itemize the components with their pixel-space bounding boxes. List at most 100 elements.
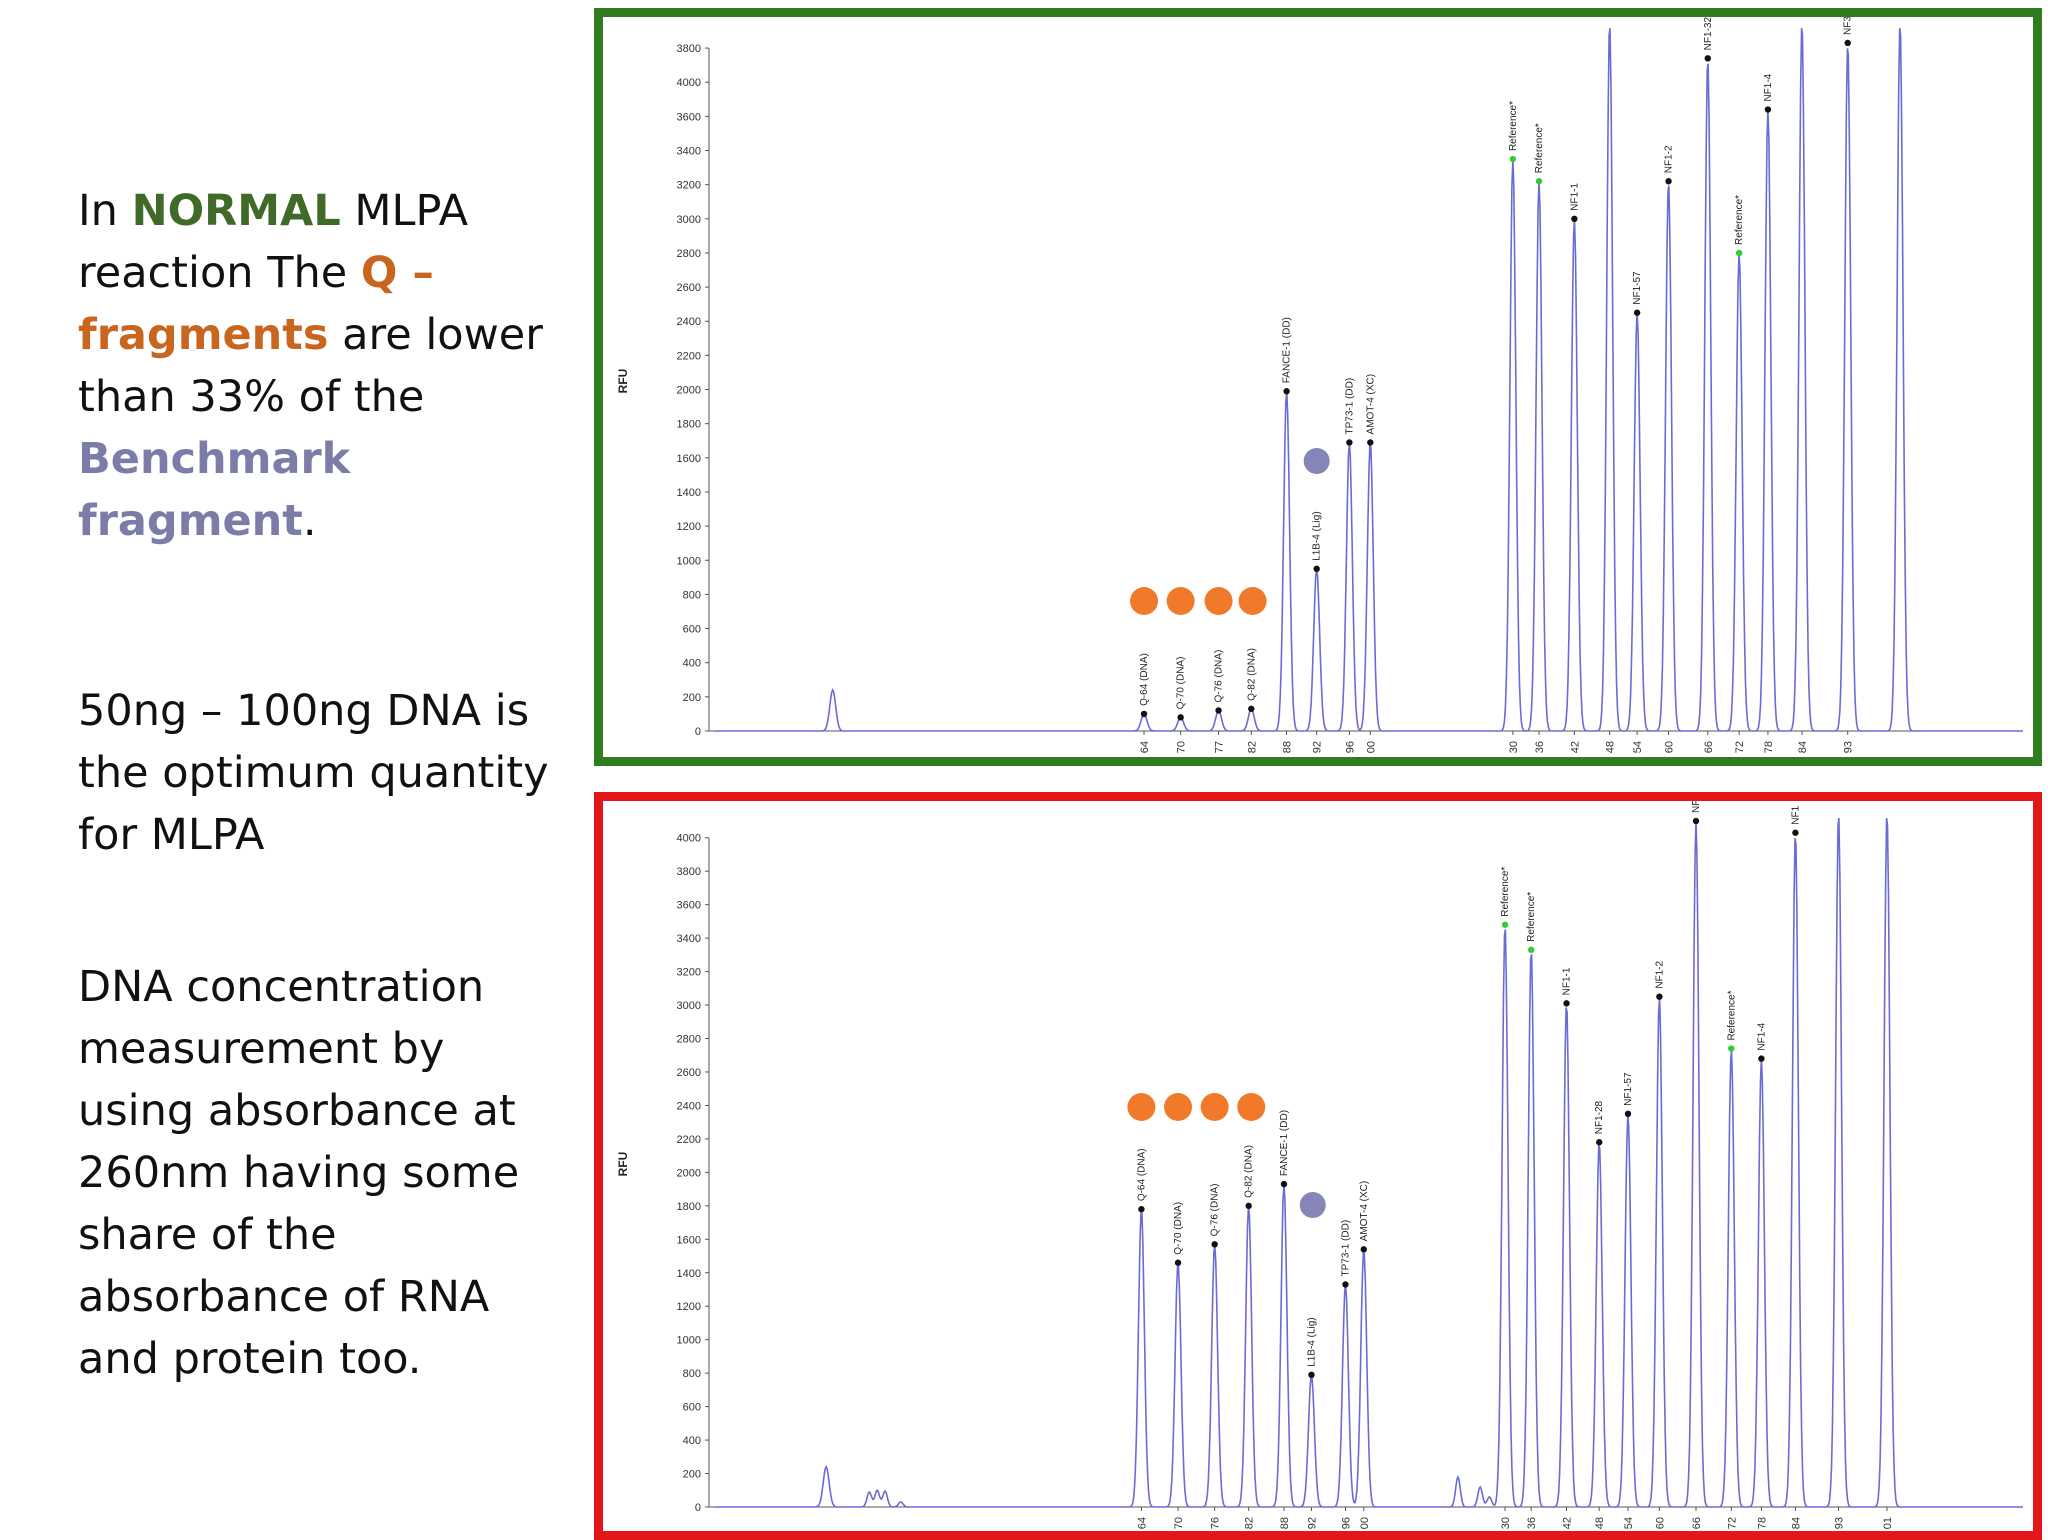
peak-label: Reference*: [1508, 101, 1519, 151]
peak: NF1-2: [1664, 145, 1675, 185]
y-tick-label: 2600: [677, 1067, 701, 1079]
y-tick-label: 1800: [677, 419, 701, 431]
peak-marker: [1571, 215, 1578, 223]
p1-text-b: MLPA reaction The: [78, 186, 469, 298]
x-tick-label: 78: [1763, 741, 1775, 753]
peak-label: Reference*: [1500, 867, 1511, 917]
peak-label: Reference*: [1734, 195, 1745, 245]
normal-chart-panel: 0 200 400 600 800 1000 1200 1400 1600 1800 2000 220…: [594, 8, 2042, 766]
x-tick-label: 88: [1279, 1517, 1291, 1529]
peak: Reference*: [1726, 990, 1737, 1052]
x-tick-label: 92: [1306, 1517, 1318, 1529]
x-tick-label: 84: [1790, 1517, 1802, 1529]
peak-label: NF1-57: [1623, 1072, 1634, 1106]
x-tick-label: 78: [1756, 1517, 1768, 1529]
x-tick-label: 01: [1882, 1517, 1894, 1529]
peak-label: NF1-1: [1562, 967, 1573, 995]
p1-text-a: In: [78, 186, 132, 236]
peak-label: FANCE-1 (DD): [1279, 1110, 1290, 1176]
x-tick-label: 66: [1703, 741, 1715, 753]
benchmark-dot: [1303, 448, 1330, 474]
peak: Q-82 (DNA): [1246, 648, 1257, 713]
abnormal-mlpa-chart: 0 200 400 600 800 1000 1200 1400 1600 1800 2000 220…: [616, 801, 2023, 1529]
x-tick-label: 66: [1691, 1517, 1703, 1529]
peak-label: L1B-4 (Lig): [1312, 511, 1323, 560]
peak: TP73-1 (DD): [1344, 378, 1355, 446]
peak-label: Q-82 (DNA): [1246, 648, 1257, 701]
y-tick-label: 1400: [677, 487, 701, 499]
peak-marker: [1211, 1241, 1218, 1248]
x-tick-label: 88: [1282, 741, 1294, 753]
peak-label: Reference*: [1726, 990, 1737, 1040]
trace-line: [715, 817, 2023, 1508]
x-tick-label: 82: [1244, 1517, 1256, 1529]
peak-label: NF3: [1843, 17, 1854, 35]
y-tick-label: 2800: [677, 248, 701, 260]
y-tick-label: 3200: [677, 180, 701, 192]
peak: NF1-32: [1703, 17, 1714, 62]
x-tick-label: 36: [1526, 1517, 1538, 1529]
benchmark-dot: [1299, 1192, 1326, 1218]
peak-label: Q-76 (DNA): [1214, 650, 1225, 703]
y-tick-label: 2200: [677, 350, 701, 362]
peak-marker: [1692, 817, 1700, 825]
peak-marker: [1728, 1045, 1735, 1052]
y-tick-label: 800: [683, 589, 701, 601]
y-tick-label: 400: [683, 658, 701, 670]
peak-marker: [1283, 388, 1290, 395]
y-tick-label: 1000: [677, 1335, 701, 1347]
abnormal-chart-panel: 0 200 400 600 800 1000 1200 1400 1600 1800 2000 220…: [594, 792, 2042, 1540]
y-tick-label: 3000: [677, 214, 701, 226]
normal-highlight: NORMAL: [131, 186, 341, 236]
peak-label: NF: [1691, 801, 1702, 813]
y-axis-label: RFU: [616, 369, 630, 394]
peak-marker: [1342, 1281, 1349, 1288]
q-fragments-highlight: Q – fragments: [78, 248, 434, 360]
peak: Reference*: [1526, 892, 1537, 954]
y-tick-label: 2200: [677, 1134, 701, 1146]
x-tick-label: 82: [1246, 741, 1258, 753]
peak: FANCE-1 (DD): [1282, 317, 1293, 395]
y-tick-label: 2400: [677, 316, 701, 328]
peak-label: TP73-1 (DD): [1340, 1220, 1351, 1277]
peak-marker: [1360, 1246, 1367, 1253]
y-tick-label: 0: [695, 1502, 701, 1514]
y-tick-label: 3400: [677, 933, 701, 945]
peak-label: NF1-2: [1664, 145, 1675, 173]
q-fragment-dot: [1164, 1093, 1193, 1121]
q-fragment-dot: [1127, 1093, 1156, 1121]
peak-marker: [1215, 707, 1222, 714]
peak-marker: [1535, 178, 1543, 185]
peak-label: NF1-2: [1654, 960, 1665, 988]
x-tick-label: 36: [1534, 741, 1546, 753]
peak: Q-76 (DNA): [1214, 650, 1225, 714]
x-tick-label: 64: [1136, 1517, 1148, 1529]
peak-marker: [1624, 1110, 1632, 1118]
y-tick-label: 4000: [677, 833, 701, 845]
peak: L1B-4 (Lig): [1312, 511, 1323, 573]
description-text: In NORMAL MLPA reaction The Q – fragment…: [78, 180, 558, 1384]
p1-text-c: are lower than 33% of the: [78, 310, 543, 422]
peak-label: Q-76 (DNA): [1210, 1184, 1221, 1237]
peak: AMOT-4 (XC): [1359, 1181, 1370, 1253]
peak: Q-64 (DNA): [1139, 653, 1150, 718]
y-tick-label: 3000: [677, 1000, 701, 1012]
peak-marker: [1704, 55, 1711, 62]
x-tick-label: 60: [1664, 741, 1676, 753]
peak: NF1-4: [1756, 1022, 1767, 1062]
q-fragment-dot: [1238, 587, 1267, 615]
peak-marker: [1140, 710, 1148, 718]
y-tick-label: 600: [683, 1402, 701, 1414]
peak-marker: [1313, 565, 1320, 573]
y-tick-label: 3200: [677, 967, 701, 979]
peak-marker: [1596, 1139, 1603, 1146]
x-tick-label: 30: [1500, 1517, 1512, 1529]
peak: NF1-2: [1654, 960, 1665, 1000]
y-tick-label: 1800: [677, 1201, 701, 1213]
peak: Reference*: [1500, 867, 1511, 928]
normal-mlpa-paragraph: In NORMAL MLPA reaction The Q – fragment…: [78, 180, 558, 552]
peak: NF1-1: [1562, 967, 1573, 1007]
peak-marker: [1527, 946, 1535, 954]
peak: Q-70 (DNA): [1176, 657, 1187, 721]
peak: Q-76 (DNA): [1210, 1184, 1221, 1248]
